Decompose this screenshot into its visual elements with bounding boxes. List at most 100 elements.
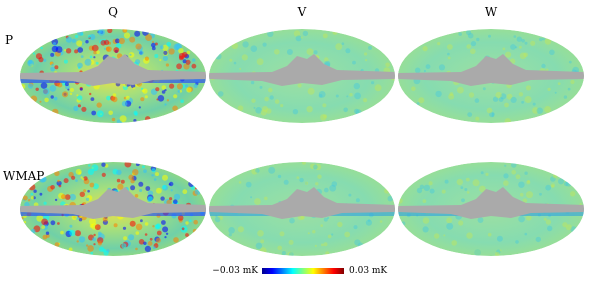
speckle [335, 43, 343, 51]
speckle [50, 66, 56, 72]
speckle [104, 47, 106, 50]
speckle [228, 233, 232, 237]
galactic-mask [20, 54, 206, 86]
speckle [159, 58, 162, 62]
speckle [144, 245, 151, 252]
speckle [255, 107, 262, 114]
speckle [349, 93, 353, 97]
speckle [423, 184, 430, 192]
speckle [274, 99, 280, 104]
speckle [192, 228, 197, 234]
speckle [545, 184, 552, 191]
speckle [567, 87, 571, 91]
speckle [557, 82, 561, 85]
speckle [486, 107, 493, 114]
speckle [90, 251, 94, 255]
speckle [323, 242, 328, 247]
speckle [327, 216, 330, 220]
speckle [71, 175, 76, 180]
speckle [117, 183, 124, 190]
speckle [544, 38, 552, 45]
speckle [579, 203, 582, 206]
speckle [160, 45, 164, 49]
speckle [267, 30, 274, 37]
speckle [101, 162, 106, 167]
speckle [500, 93, 507, 100]
speckle [41, 218, 48, 226]
speckle [438, 64, 446, 71]
speckle [30, 192, 34, 196]
speckle [255, 168, 260, 173]
speckle [60, 230, 64, 235]
speckle [69, 193, 76, 201]
speckle [144, 56, 149, 61]
speckle [343, 107, 349, 113]
column-label: V [297, 5, 307, 19]
speckle [268, 166, 276, 174]
speckle [50, 185, 55, 190]
speckle [89, 224, 94, 228]
speckle [558, 178, 564, 185]
speckle [35, 87, 39, 92]
speckle [545, 68, 549, 72]
speckle [138, 50, 144, 56]
speckle [422, 46, 428, 52]
speckle [231, 42, 239, 49]
speckle [30, 228, 36, 234]
speckle [166, 41, 172, 47]
speckle [302, 30, 309, 37]
speckle [467, 112, 473, 117]
speckle [50, 220, 56, 226]
speckle [93, 233, 96, 237]
speckle [129, 36, 136, 43]
speckle [264, 96, 269, 102]
speckle [551, 185, 554, 188]
speckle [27, 59, 34, 67]
speckle [214, 216, 221, 223]
sky-map [398, 29, 584, 123]
speckle [384, 188, 390, 194]
speckle [115, 42, 122, 49]
speckle [505, 51, 512, 58]
speckle [147, 190, 154, 197]
speckle [447, 56, 451, 60]
speckle [102, 216, 108, 222]
galactic-mask [398, 54, 584, 86]
speckle [165, 232, 169, 235]
speckle [474, 98, 480, 103]
speckle [539, 37, 543, 42]
speckle [156, 98, 159, 101]
speckle [488, 34, 491, 38]
speckle [65, 36, 72, 43]
speckle [536, 107, 543, 114]
speckle [511, 162, 517, 168]
speckle [228, 227, 235, 234]
speckle [153, 178, 157, 181]
speckle [57, 179, 60, 183]
speckle [63, 59, 68, 64]
speckle [419, 184, 425, 189]
speckle [456, 178, 463, 186]
speckle [132, 169, 139, 176]
speckle [143, 169, 147, 173]
speckle [71, 38, 76, 43]
speckle [96, 110, 104, 118]
speckle [69, 92, 73, 96]
speckle [503, 173, 509, 179]
speckle [106, 95, 111, 101]
speckle [314, 244, 317, 247]
speckle [477, 217, 484, 224]
speckle [89, 34, 96, 40]
speckle [250, 196, 253, 199]
speckle [164, 236, 167, 239]
speckle [74, 230, 81, 237]
speckle [101, 172, 106, 177]
speckle [476, 37, 480, 42]
speckle [188, 181, 195, 187]
speckle [144, 222, 149, 226]
speckle [306, 48, 314, 55]
speckle [141, 87, 144, 90]
speckle [518, 92, 524, 97]
speckle [300, 36, 303, 39]
